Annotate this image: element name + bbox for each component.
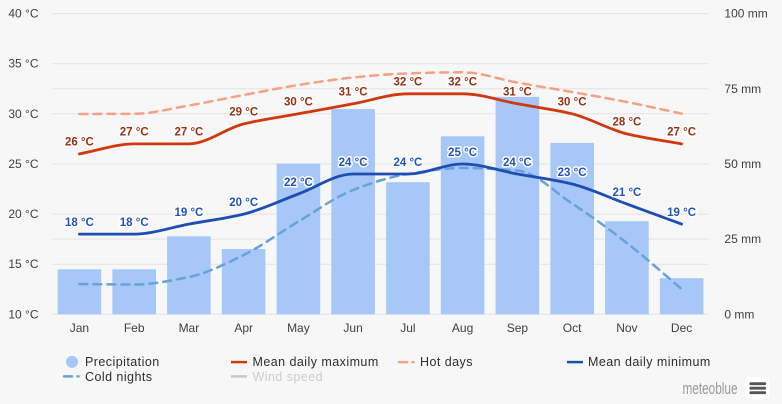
svg-text:Hot days: Hot days xyxy=(420,355,473,369)
svg-text:Apr: Apr xyxy=(234,321,253,335)
svg-text:Jan: Jan xyxy=(70,321,89,335)
svg-text:30 °C: 30 °C xyxy=(8,107,38,121)
svg-text:meteoblue: meteoblue xyxy=(683,379,738,398)
svg-text:27 °C: 27 °C xyxy=(174,127,203,139)
svg-text:20 °C: 20 °C xyxy=(8,207,38,221)
svg-text:20 °C: 20 °C xyxy=(229,197,258,209)
svg-text:24 °C: 24 °C xyxy=(393,157,422,169)
svg-text:50 mm: 50 mm xyxy=(724,157,761,171)
svg-text:Oct: Oct xyxy=(563,321,582,335)
svg-text:21 °C: 21 °C xyxy=(612,187,641,199)
svg-text:19 °C: 19 °C xyxy=(174,207,203,219)
svg-text:Mean daily maximum: Mean daily maximum xyxy=(253,355,379,369)
svg-text:27 °C: 27 °C xyxy=(667,127,696,139)
svg-text:27 °C: 27 °C xyxy=(120,127,149,139)
svg-text:Jun: Jun xyxy=(343,321,362,335)
svg-text:32 °C: 32 °C xyxy=(393,76,422,88)
svg-text:23 °C: 23 °C xyxy=(558,167,587,179)
svg-text:30 °C: 30 °C xyxy=(558,96,587,108)
svg-text:19 °C: 19 °C xyxy=(667,207,696,219)
svg-text:28 °C: 28 °C xyxy=(612,117,641,129)
svg-text:25 °C: 25 °C xyxy=(8,157,38,171)
svg-text:Mean daily minimum: Mean daily minimum xyxy=(588,355,711,369)
svg-text:Aug: Aug xyxy=(452,321,473,335)
svg-text:24 °C: 24 °C xyxy=(503,157,532,169)
svg-text:22 °C: 22 °C xyxy=(284,177,313,189)
svg-text:26 °C: 26 °C xyxy=(65,137,94,149)
svg-text:31 °C: 31 °C xyxy=(503,86,532,98)
svg-text:Cold nights: Cold nights xyxy=(85,370,153,384)
svg-text:Mar: Mar xyxy=(179,321,200,335)
svg-text:Feb: Feb xyxy=(124,321,145,335)
svg-text:18 °C: 18 °C xyxy=(65,217,94,229)
svg-text:30 °C: 30 °C xyxy=(284,96,313,108)
svg-text:Nov: Nov xyxy=(616,321,637,335)
svg-text:40 °C: 40 °C xyxy=(8,7,38,21)
svg-text:0 mm: 0 mm xyxy=(724,307,754,321)
svg-text:24 °C: 24 °C xyxy=(339,157,368,169)
svg-text:32 °C: 32 °C xyxy=(448,76,477,88)
svg-text:100 mm: 100 mm xyxy=(724,7,767,21)
svg-text:25 mm: 25 mm xyxy=(724,232,761,246)
svg-text:Jul: Jul xyxy=(400,321,415,335)
svg-text:75 mm: 75 mm xyxy=(724,82,761,96)
svg-text:Precipitation: Precipitation xyxy=(85,355,160,369)
svg-text:31 °C: 31 °C xyxy=(339,86,368,98)
svg-text:10 °C: 10 °C xyxy=(8,307,38,321)
svg-text:Dec: Dec xyxy=(671,321,692,335)
svg-text:25 °C: 25 °C xyxy=(448,147,477,159)
svg-text:18 °C: 18 °C xyxy=(120,217,149,229)
svg-text:May: May xyxy=(287,321,310,335)
svg-text:35 °C: 35 °C xyxy=(8,57,38,71)
svg-text:Wind speed: Wind speed xyxy=(253,370,324,384)
svg-text:15 °C: 15 °C xyxy=(8,257,38,271)
svg-text:Sep: Sep xyxy=(507,321,529,335)
svg-text:29 °C: 29 °C xyxy=(229,107,258,119)
